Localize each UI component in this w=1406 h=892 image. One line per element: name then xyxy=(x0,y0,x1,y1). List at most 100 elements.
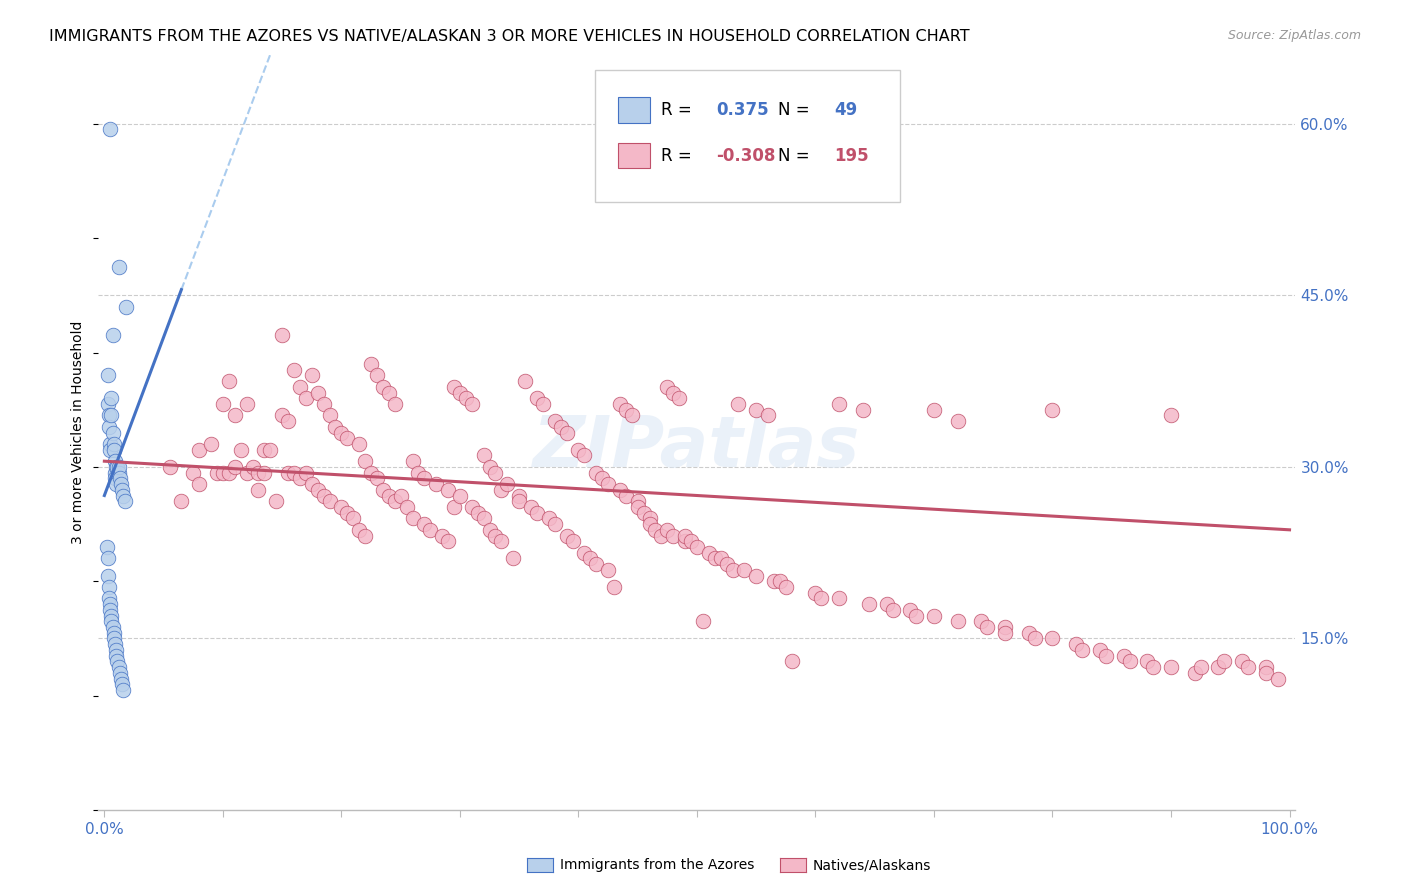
Point xyxy=(105,643,128,657)
FancyBboxPatch shape xyxy=(619,143,650,169)
Point xyxy=(679,534,702,549)
Point xyxy=(686,540,709,554)
Text: 0.375: 0.375 xyxy=(716,102,769,120)
Point xyxy=(437,483,460,497)
Point xyxy=(804,585,827,599)
Point xyxy=(97,368,120,383)
Text: R =: R = xyxy=(661,102,697,120)
Point xyxy=(295,466,318,480)
Point xyxy=(454,392,477,406)
Point xyxy=(307,483,329,497)
Point xyxy=(727,397,749,411)
Point xyxy=(1230,654,1253,668)
Point xyxy=(762,574,785,589)
Point xyxy=(710,551,733,566)
Point xyxy=(496,477,519,491)
Point xyxy=(100,409,122,423)
Point xyxy=(1184,665,1206,680)
Y-axis label: 3 or more Vehicles in Household: 3 or more Vehicles in Household xyxy=(72,321,86,544)
Point xyxy=(360,466,382,480)
Point xyxy=(769,574,792,589)
Point xyxy=(697,546,720,560)
Point xyxy=(114,494,136,508)
Point xyxy=(858,597,880,611)
Point xyxy=(318,494,340,508)
Point xyxy=(1254,660,1277,674)
Point xyxy=(101,425,124,440)
Point xyxy=(596,477,619,491)
Point xyxy=(97,568,120,582)
Point xyxy=(330,425,353,440)
Point xyxy=(478,459,501,474)
Point xyxy=(1071,643,1094,657)
Point xyxy=(101,328,124,343)
Point xyxy=(657,523,679,537)
Point xyxy=(828,397,851,411)
Point xyxy=(745,568,768,582)
Point xyxy=(828,591,851,606)
Point xyxy=(212,397,235,411)
Point xyxy=(756,409,779,423)
Point xyxy=(1267,672,1289,686)
Point xyxy=(325,420,347,434)
Point xyxy=(105,459,128,474)
Point xyxy=(449,489,471,503)
Point xyxy=(603,580,626,594)
Point xyxy=(277,414,299,428)
Point xyxy=(112,682,135,697)
Point xyxy=(574,449,596,463)
Point xyxy=(347,523,370,537)
Text: N =: N = xyxy=(779,102,815,120)
Point xyxy=(181,466,204,480)
Point xyxy=(810,591,832,606)
Point xyxy=(103,625,125,640)
Point xyxy=(733,563,755,577)
Point xyxy=(574,546,596,560)
Point xyxy=(103,442,125,457)
Point xyxy=(342,511,364,525)
Point xyxy=(98,437,121,451)
Point xyxy=(668,392,690,406)
Point xyxy=(1142,660,1164,674)
Point xyxy=(508,494,530,508)
Point xyxy=(114,300,136,314)
Point xyxy=(235,397,257,411)
Point xyxy=(745,402,768,417)
Point xyxy=(413,517,436,532)
Point xyxy=(395,500,418,514)
Point xyxy=(283,362,305,376)
Point xyxy=(609,483,631,497)
Point xyxy=(264,494,287,508)
Point xyxy=(301,477,323,491)
Point xyxy=(591,471,613,485)
Point xyxy=(224,459,246,474)
Point xyxy=(366,368,388,383)
Point xyxy=(330,500,353,514)
Point xyxy=(97,551,120,566)
Point xyxy=(620,409,643,423)
Text: -0.308: -0.308 xyxy=(716,146,776,164)
Point xyxy=(104,466,127,480)
Point xyxy=(614,402,637,417)
Point xyxy=(218,466,240,480)
Point xyxy=(852,402,875,417)
Point xyxy=(633,506,655,520)
Point xyxy=(242,459,264,474)
Point xyxy=(200,437,222,451)
Text: Natives/Alaskans: Natives/Alaskans xyxy=(813,858,931,872)
Point xyxy=(371,380,394,394)
Point xyxy=(561,534,583,549)
Point xyxy=(259,442,281,457)
Point xyxy=(224,409,246,423)
Point xyxy=(98,442,121,457)
Point xyxy=(614,489,637,503)
Point xyxy=(384,397,406,411)
Point xyxy=(108,665,131,680)
Point xyxy=(596,563,619,577)
Point xyxy=(1018,625,1040,640)
Point xyxy=(170,494,193,508)
Point xyxy=(721,563,744,577)
Point xyxy=(271,328,294,343)
Point xyxy=(531,397,554,411)
Point xyxy=(638,517,661,532)
